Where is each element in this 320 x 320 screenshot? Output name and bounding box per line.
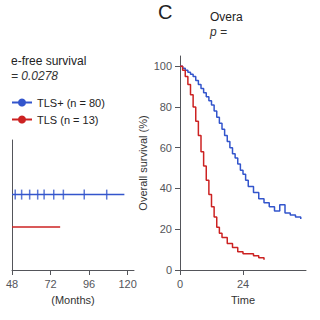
svg-text:TLS (n = 13): TLS (n = 13): [37, 114, 98, 126]
svg-text:24: 24: [237, 278, 249, 290]
svg-text:e-free survival: e-free survival: [11, 54, 86, 68]
svg-text:0: 0: [177, 278, 183, 290]
svg-text:48: 48: [6, 278, 18, 290]
svg-text:60: 60: [160, 142, 172, 154]
svg-text:20: 20: [160, 223, 172, 235]
svg-text:80: 80: [160, 101, 172, 113]
svg-text:Time: Time: [231, 294, 255, 306]
svg-text:Overa: Overa: [210, 10, 243, 24]
svg-text:0: 0: [166, 264, 172, 276]
svg-text:100: 100: [154, 60, 172, 72]
svg-text:40: 40: [160, 182, 172, 194]
svg-text:120: 120: [118, 278, 136, 290]
svg-text:p =: p =: [209, 25, 227, 39]
svg-text:Overall survival (%): Overall survival (%): [137, 115, 149, 210]
svg-text:(Months): (Months): [51, 294, 94, 306]
svg-text:96: 96: [83, 278, 95, 290]
svg-text:C: C: [158, 1, 172, 23]
svg-text:72: 72: [44, 278, 56, 290]
svg-text:= 0.0278: = 0.0278: [11, 69, 58, 83]
svg-text:TLS+ (n = 80): TLS+ (n = 80): [37, 97, 105, 109]
